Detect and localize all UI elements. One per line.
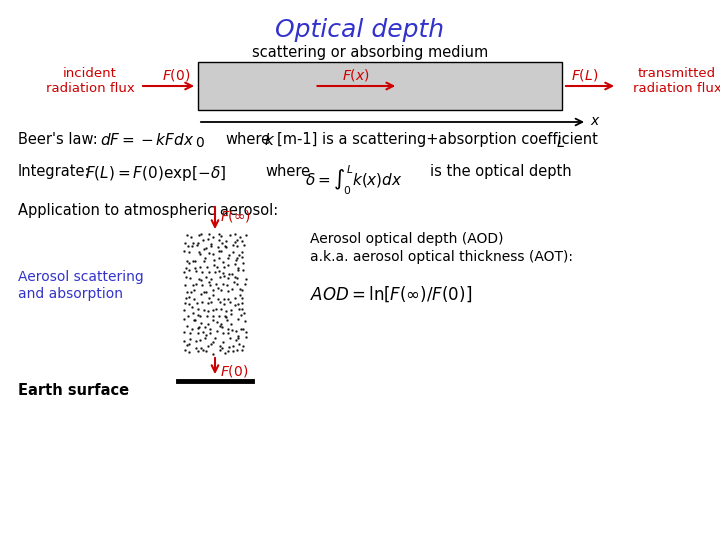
Text: [m-1] is a scattering+absorption coefficient: [m-1] is a scattering+absorption coeffic…: [277, 132, 598, 147]
Text: where: where: [265, 164, 310, 179]
Text: is the optical depth: is the optical depth: [430, 164, 572, 179]
Text: incident
radiation flux: incident radiation flux: [45, 67, 135, 95]
Text: $L$: $L$: [556, 136, 564, 150]
Text: Beer's law:: Beer's law:: [18, 132, 98, 147]
Text: $AOD = \ln[F(\infty) / F(0)]$: $AOD = \ln[F(\infty) / F(0)]$: [310, 284, 472, 303]
Text: $F(0)$: $F(0)$: [162, 67, 191, 83]
Text: transmitted
radiation flux: transmitted radiation flux: [633, 67, 720, 95]
Text: Integrate:: Integrate:: [18, 164, 91, 179]
Text: $F(L)$: $F(L)$: [571, 67, 598, 83]
Text: $F(\infty)$: $F(\infty)$: [220, 208, 251, 224]
Text: Aerosol scattering
and absorption: Aerosol scattering and absorption: [18, 271, 144, 301]
Text: $\delta = \int_0^L k(x)dx$: $\delta = \int_0^L k(x)dx$: [305, 164, 402, 198]
Text: where: where: [225, 132, 270, 147]
Text: $k$: $k$: [264, 132, 275, 148]
Text: Application to atmospheric aerosol:: Application to atmospheric aerosol:: [18, 203, 278, 218]
Text: $F(0)$: $F(0)$: [220, 363, 248, 379]
Text: Earth surface: Earth surface: [18, 383, 129, 398]
Bar: [198, 62, 562, 110]
Text: scattering or absorbing medium: scattering or absorbing medium: [252, 45, 488, 60]
Text: a.k.a. aerosol optical thickness (AOT):: a.k.a. aerosol optical thickness (AOT):: [310, 250, 573, 264]
Text: $dF = -kFdx$: $dF = -kFdx$: [100, 132, 194, 148]
Text: Optical depth: Optical depth: [276, 18, 444, 42]
Text: 0: 0: [196, 136, 204, 150]
Text: $x$: $x$: [590, 114, 600, 128]
Text: Aerosol optical depth (AOD): Aerosol optical depth (AOD): [310, 232, 503, 246]
Text: $F(L) = F(0)\exp[-\delta]$: $F(L) = F(0)\exp[-\delta]$: [85, 164, 226, 183]
Text: $F(x)$: $F(x)$: [343, 67, 370, 83]
